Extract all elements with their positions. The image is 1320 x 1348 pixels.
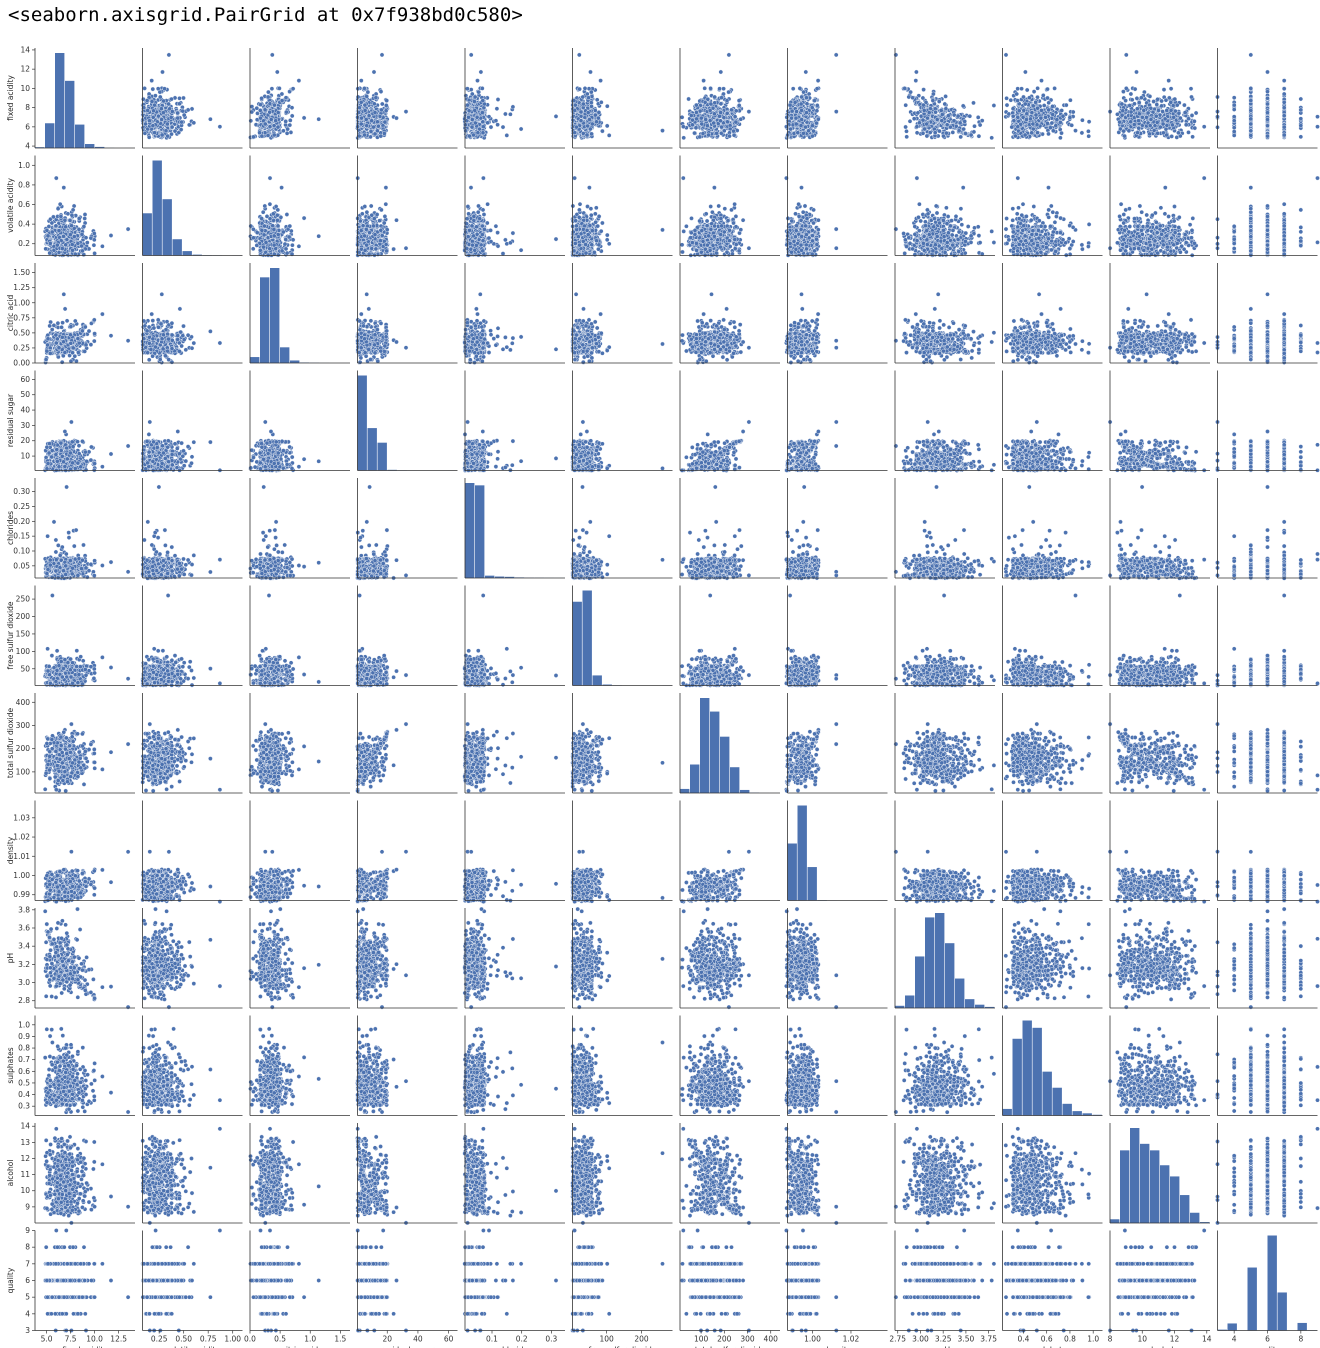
scatter-point <box>286 127 290 131</box>
y-tick-label: 14 <box>20 45 30 54</box>
scatter-point <box>297 79 301 83</box>
hist-bar-fixed-acidity <box>55 53 64 148</box>
scatter-point <box>151 109 155 113</box>
scatter-point <box>147 135 151 139</box>
scatter-point <box>167 102 171 106</box>
scatter-point <box>290 114 294 118</box>
scatter-point <box>266 90 270 94</box>
scatter-point <box>151 124 155 128</box>
scatter-point <box>151 87 155 91</box>
scatter-point <box>180 120 184 124</box>
scatter-point <box>150 99 154 103</box>
scatter-point <box>153 94 157 98</box>
scatter-point <box>169 97 173 101</box>
scatter-point <box>162 99 166 103</box>
scatter-point <box>181 109 185 113</box>
scatter-point <box>284 110 288 114</box>
scatter-point <box>158 95 162 99</box>
scatter-point <box>160 133 164 137</box>
scatter-point <box>166 134 170 138</box>
scatter-point <box>249 119 253 123</box>
scatter-point <box>260 96 264 100</box>
hist-bar-fixed-acidity <box>75 125 84 148</box>
scatter-point <box>170 125 174 129</box>
scatter-point <box>277 86 281 90</box>
scatter-point <box>143 86 147 90</box>
scatter-point <box>145 99 149 103</box>
scatter-point <box>179 128 183 132</box>
scatter-point <box>153 131 157 135</box>
scatter-point <box>153 103 157 107</box>
y-tick-label: 12 <box>20 65 30 74</box>
scatter-point <box>317 117 321 121</box>
scatter-point <box>162 87 166 91</box>
scatter-point <box>165 122 169 126</box>
scatter-point <box>186 108 190 112</box>
subplot-fixed-acidity-vs-fixed-acidity: 4 6 8 10 12 14 fixed acidity <box>6 45 135 150</box>
scatter-point <box>156 87 160 91</box>
scatter-point <box>169 115 173 119</box>
scatter-point <box>288 118 292 122</box>
scatter-point <box>275 70 279 74</box>
scatter-point <box>160 117 164 121</box>
scatter-point <box>208 117 212 121</box>
scatter-point <box>177 102 181 106</box>
scatter-point <box>160 70 164 74</box>
hist-bar-fixed-acidity <box>85 144 94 148</box>
scatter-point <box>146 108 150 112</box>
scatter-point <box>176 111 180 115</box>
hist-bar-fixed-acidity <box>65 81 74 148</box>
scatter-point <box>291 87 295 91</box>
scatter-point <box>169 132 173 136</box>
scatter-point <box>182 113 186 117</box>
scatter-point <box>187 123 191 127</box>
subplot-fixed-acidity-vs-volatile-acidity <box>141 48 243 148</box>
scatter-point <box>176 116 180 120</box>
scatter-point <box>270 87 274 91</box>
y-tick-label: 8 <box>25 103 30 112</box>
scatter-point <box>280 92 284 96</box>
scatter-point <box>143 131 147 135</box>
scatter-point <box>161 111 165 115</box>
y-tick-label: 10 <box>20 84 30 93</box>
scatter-point <box>159 107 163 111</box>
scatter-point <box>263 108 267 112</box>
scatter-point <box>288 123 292 127</box>
scatter-point <box>177 96 181 100</box>
y-tick-label: 4 <box>25 142 30 151</box>
subplot-fixed-acidity-vs-citric-acid <box>248 48 350 148</box>
hist-bar-fixed-acidity <box>45 123 54 148</box>
y-axis-label: fixed acidity <box>6 75 15 121</box>
scatter-point <box>147 119 151 123</box>
scatter-point <box>218 125 222 129</box>
scatter-point <box>164 129 168 133</box>
scatter-point <box>192 121 196 125</box>
scatter-point <box>167 53 171 57</box>
scatter-point <box>151 115 155 119</box>
y-tick-label: 6 <box>25 122 30 131</box>
scatter-point <box>181 96 185 100</box>
scatter-point <box>150 79 154 83</box>
scatter-point <box>170 109 174 113</box>
scatter-point <box>289 130 293 134</box>
scatter-point <box>173 129 177 133</box>
scatter-point <box>190 107 194 111</box>
scatter-point <box>302 116 306 120</box>
scatter-point <box>144 122 148 126</box>
